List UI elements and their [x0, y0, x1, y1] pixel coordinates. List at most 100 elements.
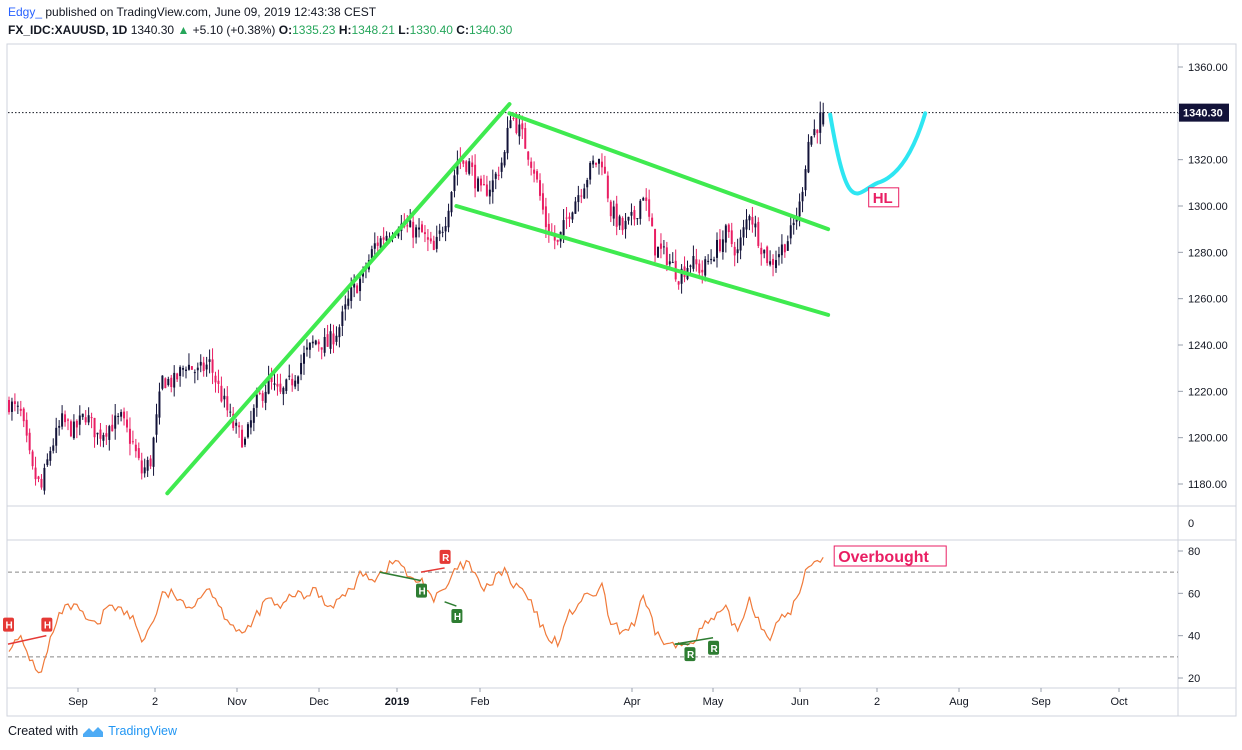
- candle-body[interactable]: [801, 191, 804, 202]
- candle-body[interactable]: [662, 246, 665, 248]
- candle-body[interactable]: [397, 231, 400, 237]
- candle-body[interactable]: [61, 413, 64, 427]
- candle-body[interactable]: [300, 362, 303, 375]
- candle-body[interactable]: [31, 451, 34, 467]
- candle-body[interactable]: [598, 158, 600, 164]
- candle-body[interactable]: [96, 432, 99, 435]
- candle-body[interactable]: [530, 161, 533, 168]
- channel-lower-line[interactable]: [454, 204, 831, 317]
- candle-body[interactable]: [547, 223, 550, 235]
- candle-body[interactable]: [739, 237, 742, 251]
- candle-body[interactable]: [143, 467, 146, 474]
- candle-body[interactable]: [64, 414, 67, 423]
- candle-body[interactable]: [713, 259, 716, 262]
- candle-body[interactable]: [595, 162, 598, 165]
- candle-body[interactable]: [288, 375, 291, 377]
- candle-body[interactable]: [730, 230, 733, 245]
- candle-body[interactable]: [167, 378, 170, 386]
- candle-body[interactable]: [816, 129, 819, 134]
- candle-body[interactable]: [792, 222, 795, 226]
- candle-body[interactable]: [651, 217, 654, 227]
- candle-body[interactable]: [689, 265, 692, 267]
- candle-body[interactable]: [279, 383, 282, 392]
- candle-body[interactable]: [72, 421, 75, 439]
- candle-body[interactable]: [544, 206, 547, 228]
- drawings[interactable]: HL: [165, 102, 928, 496]
- candle-body[interactable]: [480, 178, 482, 186]
- candle-body[interactable]: [783, 244, 786, 253]
- candle-body[interactable]: [536, 171, 539, 180]
- candle-body[interactable]: [13, 401, 16, 404]
- candle-body[interactable]: [314, 340, 317, 345]
- candle-body[interactable]: [69, 421, 72, 437]
- rsi-divergence-line[interactable]: [420, 567, 445, 573]
- candle-body[interactable]: [680, 268, 683, 284]
- candle-body[interactable]: [527, 151, 530, 160]
- candle-body[interactable]: [105, 433, 108, 437]
- candle-body[interactable]: [580, 195, 583, 197]
- candle-body[interactable]: [707, 260, 710, 262]
- candle-body[interactable]: [376, 242, 379, 246]
- candle-body[interactable]: [435, 236, 438, 249]
- candle-body[interactable]: [347, 298, 350, 306]
- candle-body[interactable]: [128, 428, 131, 444]
- candle-body[interactable]: [757, 221, 760, 246]
- candle-body[interactable]: [710, 258, 713, 261]
- candle-body[interactable]: [379, 238, 382, 249]
- candle-body[interactable]: [102, 435, 105, 441]
- candle-body[interactable]: [562, 220, 565, 236]
- candle-body[interactable]: [600, 161, 603, 168]
- candle-body[interactable]: [456, 160, 459, 175]
- candle-body[interactable]: [766, 246, 769, 264]
- candle-body[interactable]: [627, 216, 630, 221]
- candle-body[interactable]: [565, 217, 568, 219]
- candle-body[interactable]: [246, 424, 249, 438]
- candle-body[interactable]: [16, 405, 19, 407]
- candle-body[interactable]: [158, 391, 161, 418]
- candle-body[interactable]: [152, 437, 155, 467]
- candle-body[interactable]: [261, 393, 264, 401]
- candle-body[interactable]: [748, 216, 751, 221]
- candle-body[interactable]: [37, 476, 40, 479]
- candle-body[interactable]: [482, 184, 485, 186]
- rsi-divergence-line[interactable]: [379, 571, 422, 582]
- candle-body[interactable]: [373, 243, 376, 249]
- candle-body[interactable]: [701, 269, 704, 273]
- candle-body[interactable]: [55, 427, 58, 446]
- candle-body[interactable]: [308, 342, 311, 350]
- candle-body[interactable]: [822, 112, 825, 125]
- candle-body[interactable]: [137, 448, 140, 459]
- candle-body[interactable]: [46, 459, 49, 465]
- candle-body[interactable]: [409, 220, 412, 228]
- candle-body[interactable]: [164, 378, 167, 389]
- candle-body[interactable]: [485, 184, 488, 196]
- candle-body[interactable]: [226, 396, 229, 411]
- candle-body[interactable]: [350, 287, 353, 301]
- candle-body[interactable]: [264, 391, 267, 403]
- candle-body[interactable]: [474, 164, 477, 189]
- candle-body[interactable]: [202, 362, 205, 371]
- candle-body[interactable]: [235, 422, 238, 426]
- candle-body[interactable]: [763, 249, 766, 254]
- candle-body[interactable]: [303, 352, 305, 364]
- candle-body[interactable]: [187, 364, 190, 370]
- candle-body[interactable]: [341, 311, 344, 326]
- candle-body[interactable]: [28, 432, 31, 451]
- candle-body[interactable]: [819, 112, 822, 133]
- candle-body[interactable]: [285, 379, 288, 391]
- candle-body[interactable]: [450, 192, 453, 213]
- candle-body[interactable]: [255, 394, 258, 408]
- candle-body[interactable]: [692, 256, 695, 269]
- candle-body[interactable]: [252, 408, 255, 423]
- candle-body[interactable]: [276, 383, 279, 387]
- candle-body[interactable]: [429, 238, 432, 242]
- candle-body[interactable]: [775, 260, 777, 269]
- candle-body[interactable]: [338, 327, 341, 338]
- candle-body[interactable]: [323, 336, 326, 353]
- candle-body[interactable]: [659, 243, 662, 249]
- channel-upper-line[interactable]: [507, 111, 831, 232]
- candle-body[interactable]: [798, 201, 801, 217]
- candle-body[interactable]: [87, 415, 90, 423]
- candle-body[interactable]: [568, 216, 571, 219]
- candle-body[interactable]: [521, 123, 524, 130]
